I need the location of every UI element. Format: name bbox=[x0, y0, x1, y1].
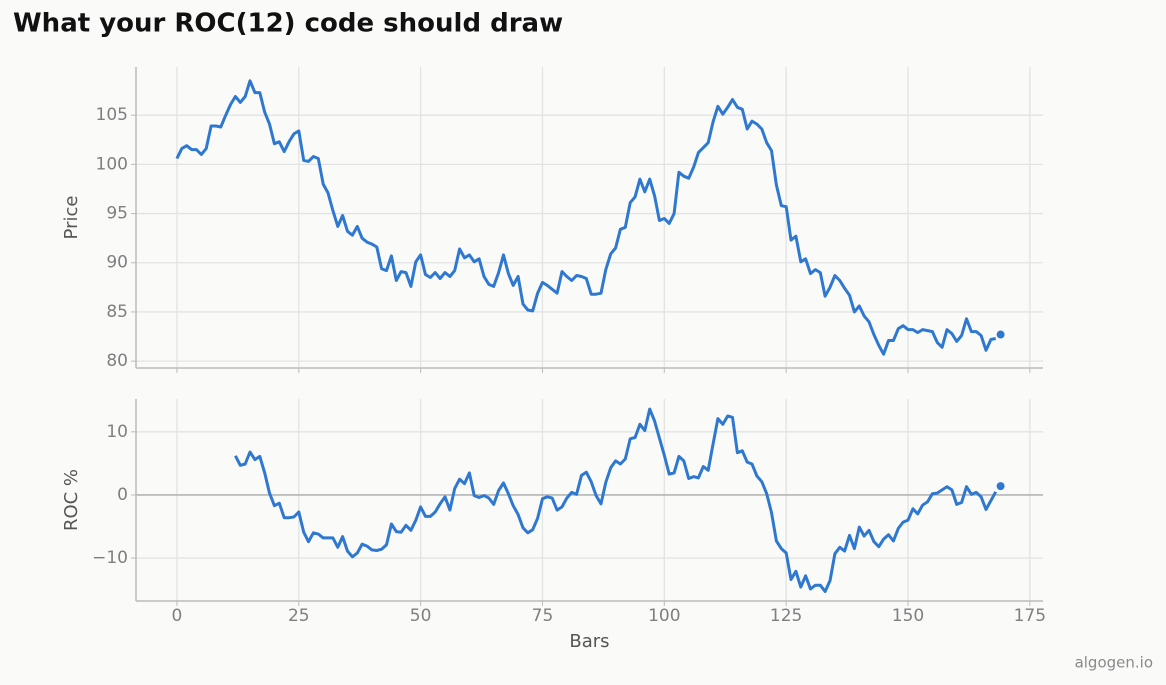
y-tick-label: 85 bbox=[106, 302, 128, 322]
y-tick-label: 105 bbox=[96, 105, 128, 125]
x-tick-label: 125 bbox=[770, 606, 802, 626]
series-line bbox=[175, 79, 997, 356]
y-tick-label: 10 bbox=[106, 422, 128, 442]
x-tick-label: 50 bbox=[410, 606, 432, 626]
series-line bbox=[234, 407, 998, 593]
x-tick-label: 100 bbox=[648, 606, 680, 626]
x-tick-label: 175 bbox=[1014, 606, 1046, 626]
watermark: algogen.io bbox=[1075, 654, 1153, 672]
y-tick-label: 0 bbox=[117, 485, 128, 505]
x-tick-label: 150 bbox=[892, 606, 924, 626]
y-tick-label: 90 bbox=[106, 253, 128, 273]
x-tick-label: 25 bbox=[288, 606, 310, 626]
x-tick-label: 0 bbox=[172, 606, 183, 626]
y-axis-label: Price bbox=[61, 196, 82, 240]
y-tick-label: 95 bbox=[106, 204, 128, 224]
last-point bbox=[996, 482, 1005, 491]
x-tick-label: 75 bbox=[532, 606, 554, 626]
y-tick-label: 80 bbox=[106, 351, 128, 371]
last-point bbox=[996, 330, 1005, 339]
y-axis-label: ROC % bbox=[61, 469, 82, 531]
y-tick-label: −10 bbox=[92, 548, 128, 568]
title: What your ROC(12) code should draw bbox=[13, 9, 563, 39]
y-tick-label: 100 bbox=[96, 154, 128, 174]
x-axis-label: Bars bbox=[569, 631, 609, 652]
